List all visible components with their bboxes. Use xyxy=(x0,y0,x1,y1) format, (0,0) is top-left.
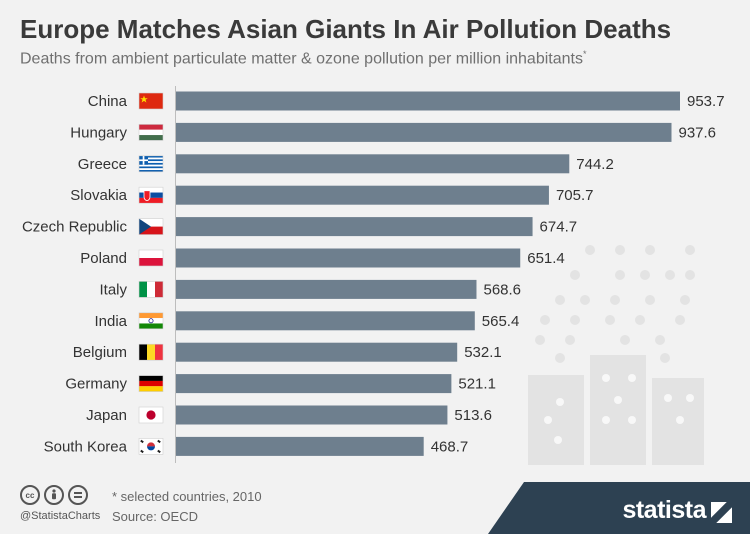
value-label: 937.6 xyxy=(678,124,716,141)
value-label: 532.1 xyxy=(464,344,502,361)
category-label: Japan xyxy=(86,407,127,424)
japan-flag-icon xyxy=(138,406,164,424)
value-label: 565.4 xyxy=(482,313,520,330)
india-flag-icon xyxy=(138,312,164,330)
bar[interactable] xyxy=(176,342,458,362)
bar[interactable] xyxy=(176,91,680,111)
bar[interactable] xyxy=(176,279,477,299)
value-label: 513.6 xyxy=(454,407,492,424)
cc-icon: cc xyxy=(20,485,40,505)
bar[interactable] xyxy=(176,311,475,331)
italy-flag-icon xyxy=(138,281,164,298)
bar[interactable] xyxy=(176,248,521,268)
germany-flag-icon xyxy=(138,375,164,392)
chart-subtitle: Deaths from ambient particulate matter &… xyxy=(20,49,586,68)
social-handle[interactable]: @StatistaCharts xyxy=(20,510,101,522)
category-label: China xyxy=(88,93,128,110)
hungary-flag-icon xyxy=(138,124,164,141)
category-label: Italy xyxy=(99,281,127,298)
brand-banner[interactable] xyxy=(488,482,750,534)
china-flag-icon xyxy=(138,92,164,110)
bar[interactable] xyxy=(176,436,424,456)
license-icons: cc xyxy=(20,485,88,505)
footnote: * selected countries, 2010 xyxy=(112,489,262,504)
value-label: 651.4 xyxy=(527,250,565,267)
chart-title: Europe Matches Asian Giants In Air Pollu… xyxy=(20,14,672,44)
value-label: 744.2 xyxy=(576,156,614,173)
category-label: India xyxy=(94,313,127,330)
value-label: 468.7 xyxy=(431,438,469,455)
category-label: Czech Republic xyxy=(22,219,128,236)
bar[interactable] xyxy=(176,217,533,237)
no-derivatives-icon xyxy=(68,485,88,505)
category-label: Greece xyxy=(78,156,127,173)
value-label: 705.7 xyxy=(556,187,594,204)
subtitle-footnote-mark: * xyxy=(582,49,587,59)
source-note: Source: OECD xyxy=(112,509,198,524)
attribution-icon xyxy=(44,485,64,505)
south-korea-flag-icon xyxy=(138,438,164,455)
czech-republic-flag-icon xyxy=(138,218,164,235)
bar[interactable] xyxy=(176,122,672,142)
poland-flag-icon xyxy=(138,249,164,267)
category-label: Germany xyxy=(65,376,127,393)
statista-logo-icon xyxy=(711,502,732,523)
bar[interactable] xyxy=(176,154,570,174)
greece-flag-icon xyxy=(138,155,164,173)
subtitle-text: Deaths from ambient particulate matter &… xyxy=(20,50,583,68)
value-label: 674.7 xyxy=(540,219,578,236)
value-label: 521.1 xyxy=(458,376,496,393)
slovakia-flag-icon xyxy=(138,186,164,204)
belgium-flag-icon xyxy=(138,343,164,361)
bar[interactable] xyxy=(176,374,452,394)
category-label: Belgium xyxy=(73,344,127,361)
bar[interactable] xyxy=(176,405,448,425)
bar[interactable] xyxy=(176,185,549,205)
category-label: Poland xyxy=(80,250,127,267)
category-label: South Korea xyxy=(44,438,128,455)
value-label: 953.7 xyxy=(687,93,725,110)
category-label: Slovakia xyxy=(70,187,127,204)
category-label: Hungary xyxy=(70,124,127,141)
value-label: 568.6 xyxy=(483,281,521,298)
brand-name[interactable]: statista xyxy=(622,496,706,524)
